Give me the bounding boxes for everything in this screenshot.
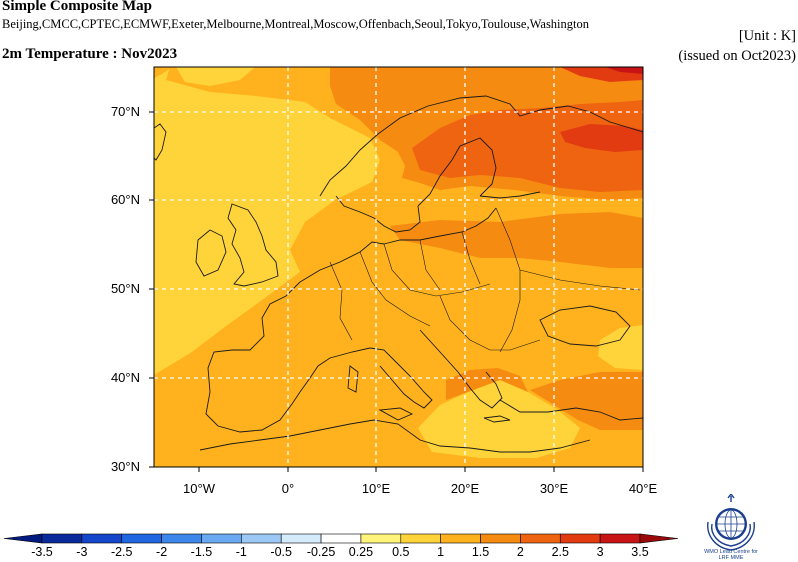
anomaly-zone-1.5-2-aegean: [446, 368, 528, 400]
italy-coast: [369, 347, 433, 409]
anomaly-zone-1.5-2-anatolia: [530, 372, 643, 430]
colorbar-segment: [241, 533, 282, 544]
lat-label-60n: 60°N: [110, 192, 140, 207]
colorbar-segment: [41, 533, 83, 544]
lat-label-40n: 40°N: [110, 370, 140, 385]
colorbar-label: 1: [437, 545, 445, 559]
lat-label-70n: 70°N: [110, 104, 140, 119]
anomaly-zone-2.5-3-russia: [560, 124, 643, 152]
lon-label-0: 0°: [281, 481, 295, 496]
north-africa-coast: [199, 419, 591, 453]
colorbar-label: -2.5: [110, 545, 133, 559]
colorbar-label: -1: [235, 545, 247, 559]
black-sea-coast: [539, 305, 631, 347]
colorbar-segments: [3, 533, 679, 544]
colorbar-segment: [201, 533, 242, 544]
lon-label-20e: 20°E: [450, 481, 480, 496]
lon-label-10e: 10°E: [361, 481, 391, 496]
colorbar-label: 1.5: [471, 545, 490, 559]
colorbar-segment: [400, 533, 441, 544]
colorbar-segment: [559, 533, 601, 544]
country-borders: [329, 207, 641, 353]
colorbar-segment: [161, 533, 202, 544]
colorbar-segment: [520, 533, 561, 544]
colorbar-segment: [280, 533, 322, 544]
colorbar-segment: [599, 533, 641, 544]
coastline-layer: [154, 95, 643, 453]
colorbar-label: 0.5: [392, 545, 410, 559]
axis-ticks: [149, 111, 644, 472]
lon-label-40e: 40°E: [628, 481, 658, 496]
colorbar-label: 2: [516, 545, 524, 559]
ireland-coast: [195, 229, 227, 277]
map-frame: [153, 66, 644, 468]
france-iberia-coast: [205, 281, 371, 433]
unit-label: [Unit : K]: [738, 28, 796, 44]
variable-title: 2m Temperature : Nov2023: [2, 46, 178, 62]
colorbar-segment: [81, 533, 123, 544]
crete-coast: [483, 415, 511, 423]
turkey-coast: [499, 399, 643, 421]
lon-label-30e: 30°E: [539, 481, 569, 496]
anomaly-zone-1-1.5-corner: [154, 67, 172, 78]
scandinavia-north-coast: [319, 95, 643, 197]
colorbar-label: 2.5: [551, 545, 569, 559]
issued-label: (issued on Oct2023): [678, 48, 796, 64]
colorbar-segment: [320, 533, 362, 544]
logo-caption: WMO Lead Centre for LRF MME: [704, 549, 758, 561]
scandinavia-baltic-coast: [335, 137, 497, 233]
colorbar-segment: [360, 533, 402, 544]
colorbar-segment: [121, 533, 162, 544]
colorbar-high-arrow: [639, 533, 679, 544]
colorbar-low-arrow: [3, 533, 43, 544]
colorbar-segment: [480, 533, 521, 544]
colorbar-label: 3.5: [631, 545, 649, 559]
colorbar-label: -0.25: [306, 545, 336, 559]
lat-label-30n: 30°N: [110, 459, 140, 474]
model-list: Beijing,CMCC,CPTEC,ECMWF,Exeter,Melbourn…: [2, 17, 589, 31]
sardinia-coast: [347, 365, 359, 393]
anomaly-zone-3-3.5-arctic: [605, 67, 643, 74]
gridlines: [154, 67, 643, 467]
colorbar-segment: [440, 533, 481, 544]
anomaly-zone-1.5-2-central: [390, 212, 643, 268]
sicily-coast: [378, 407, 414, 421]
wmo-emblem-icon: [707, 494, 755, 551]
anomaly-zone-2-2.5: [412, 100, 643, 192]
colorbar-label: -2: [156, 545, 168, 559]
iceland-coast: [154, 123, 167, 161]
finland-gulf: [479, 191, 541, 199]
balkan-coast: [419, 329, 503, 409]
anomaly-zone-0.5-1-north: [176, 67, 255, 86]
baltic-south-coast: [383, 207, 497, 245]
anomaly-zone-0.5-1-west: [154, 67, 380, 375]
lat-label-50n: 50°N: [110, 281, 140, 296]
anomaly-zone-0.5-1-mediterranean: [418, 380, 580, 458]
colorbar-label: -1.5: [190, 545, 213, 559]
colorbar-label: 3: [596, 545, 604, 559]
great-britain-coast: [227, 203, 279, 287]
north-sea-coast: [299, 241, 385, 283]
lon-label-10w: 10°W: [183, 481, 215, 496]
map-title: Simple Composite Map: [2, 0, 152, 14]
anomaly-fill-layer: [154, 67, 643, 467]
colorbar-label: 0.25: [348, 545, 374, 559]
colorbar-label: -3: [76, 545, 88, 559]
anomaly-zone-0.5-1-blacksea: [598, 325, 643, 370]
colorbar-label: -0.5: [270, 545, 292, 559]
colorbar-label: -3.5: [31, 545, 53, 559]
